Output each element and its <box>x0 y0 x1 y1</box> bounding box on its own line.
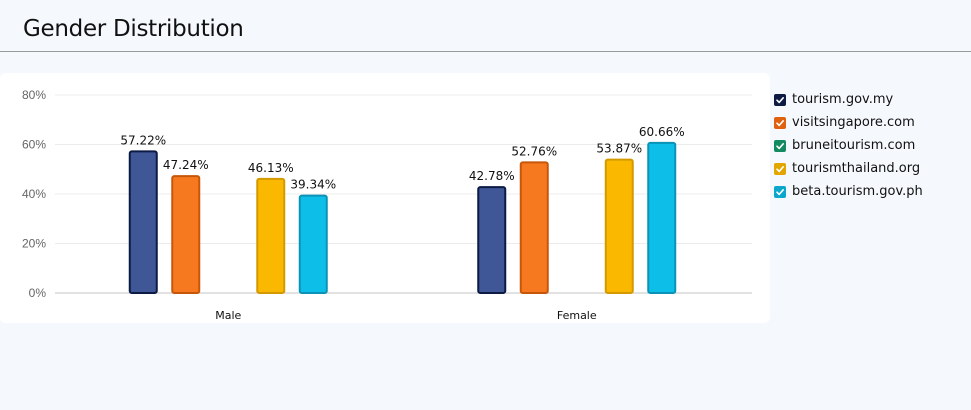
bar <box>298 194 328 294</box>
page-title: Gender Distribution <box>23 16 244 42</box>
checkbox-icon[interactable] <box>774 185 786 198</box>
data-label: 46.13% <box>248 161 294 175</box>
bar-chart: 0% 20% 40% 60% 80% 57.22% 47.24% 46.13% 39.34% Ma… <box>22 88 752 322</box>
bar <box>256 177 286 294</box>
chart-card: 0% 20% 40% 60% 80% 57.22% 47.24% 46.13% 39.34% Ma… <box>0 73 770 323</box>
page-header: Gender Distribution <box>0 0 971 52</box>
checkbox-icon[interactable] <box>774 139 786 152</box>
data-label: 39.34% <box>290 178 336 192</box>
y-tick-label: 40% <box>22 187 46 201</box>
y-tick-label: 0% <box>29 286 47 300</box>
legend-label: tourism.gov.my <box>792 92 894 107</box>
legend-item[interactable]: visitsingapore.com <box>774 111 923 134</box>
y-tick-label: 20% <box>22 237 46 251</box>
y-tick-label: 60% <box>22 138 46 152</box>
bar <box>604 158 634 294</box>
data-label: 57.22% <box>120 133 166 147</box>
data-label: 52.76% <box>511 144 557 158</box>
checkbox-icon[interactable] <box>774 116 786 129</box>
data-label: 60.66% <box>639 125 685 139</box>
x-tick-label: Male <box>215 309 241 322</box>
legend-item[interactable]: tourismthailand.org <box>774 157 923 180</box>
y-tick-label: 80% <box>22 88 46 102</box>
legend-label: tourismthailand.org <box>792 161 921 176</box>
chart-legend: tourism.gov.my visitsingapore.com bruneito… <box>774 88 923 203</box>
data-label: 47.24% <box>163 158 209 172</box>
bar <box>171 175 201 294</box>
bar <box>647 141 677 294</box>
bar <box>477 186 507 294</box>
legend-label: bruneitourism.com <box>792 138 916 153</box>
checkbox-icon[interactable] <box>774 162 786 175</box>
legend-label: beta.tourism.gov.ph <box>792 184 923 199</box>
data-label: 42.78% <box>469 169 515 183</box>
legend-item[interactable]: tourism.gov.my <box>774 88 923 111</box>
bar <box>519 161 549 294</box>
legend-item[interactable]: bruneitourism.com <box>774 134 923 157</box>
x-tick-label: Female <box>557 309 597 322</box>
legend-item[interactable]: beta.tourism.gov.ph <box>774 180 923 203</box>
checkbox-icon[interactable] <box>774 93 786 106</box>
data-label: 53.87% <box>596 142 642 156</box>
legend-label: visitsingapore.com <box>792 115 915 130</box>
bar <box>128 150 158 295</box>
